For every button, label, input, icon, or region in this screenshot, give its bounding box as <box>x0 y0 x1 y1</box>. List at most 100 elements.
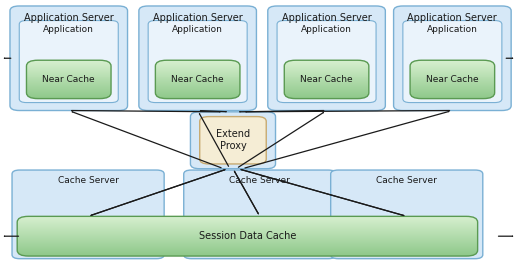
Bar <box>17 248 478 249</box>
Bar <box>17 242 478 243</box>
Bar <box>410 85 495 86</box>
Bar <box>17 227 478 228</box>
Bar <box>156 96 240 98</box>
FancyBboxPatch shape <box>10 6 128 110</box>
Bar <box>17 252 478 253</box>
Bar <box>156 92 240 93</box>
Text: Application Server: Application Server <box>24 13 114 23</box>
Bar <box>26 88 111 89</box>
Bar <box>410 72 495 73</box>
Bar <box>284 73 369 75</box>
Bar <box>410 91 495 92</box>
Bar <box>284 66 369 67</box>
Bar <box>17 233 478 234</box>
Bar <box>410 70 495 71</box>
Bar <box>284 83 369 84</box>
Bar <box>284 70 369 72</box>
Bar <box>410 65 495 66</box>
Bar <box>26 86 111 87</box>
Bar <box>410 97 495 99</box>
Bar <box>410 79 495 80</box>
Text: Application: Application <box>43 25 94 34</box>
Bar <box>284 79 369 80</box>
Bar <box>17 246 478 247</box>
Bar <box>17 254 478 255</box>
Bar <box>410 78 495 80</box>
Bar <box>410 68 495 69</box>
Bar <box>156 66 240 67</box>
Bar <box>26 70 111 71</box>
Bar <box>26 60 111 61</box>
Bar <box>284 77 369 78</box>
Bar <box>284 62 369 63</box>
Bar <box>156 72 240 73</box>
Text: Near Cache: Near Cache <box>426 75 479 84</box>
Bar <box>17 222 478 223</box>
Bar <box>284 70 369 71</box>
Bar <box>284 78 369 80</box>
FancyBboxPatch shape <box>19 20 118 103</box>
Bar <box>17 216 478 217</box>
Bar <box>410 82 495 83</box>
Bar <box>156 60 240 61</box>
Bar <box>410 86 495 87</box>
Bar <box>410 83 495 84</box>
Bar <box>17 230 478 231</box>
Bar <box>156 91 240 92</box>
Bar <box>17 237 478 238</box>
Bar <box>284 86 369 87</box>
Bar <box>410 94 495 95</box>
Bar <box>156 87 240 88</box>
Bar <box>17 239 478 240</box>
Bar <box>284 81 369 82</box>
Bar <box>284 72 369 73</box>
Bar <box>410 61 495 62</box>
Bar <box>26 83 111 84</box>
Bar <box>26 94 111 96</box>
Bar <box>410 69 495 70</box>
Bar <box>284 69 369 70</box>
Bar <box>26 67 111 68</box>
Bar <box>156 63 240 64</box>
Bar <box>17 250 478 251</box>
Bar <box>284 60 369 61</box>
Bar <box>156 82 240 83</box>
Bar <box>284 96 369 98</box>
Bar <box>156 62 240 63</box>
Bar <box>410 87 495 88</box>
Bar <box>284 72 369 74</box>
Bar <box>284 84 369 85</box>
Bar <box>17 240 478 241</box>
Bar <box>156 95 240 97</box>
FancyBboxPatch shape <box>12 170 164 259</box>
Bar <box>156 79 240 80</box>
Bar <box>17 247 478 248</box>
Bar <box>410 80 495 81</box>
Bar <box>284 88 369 89</box>
Bar <box>17 245 478 246</box>
Bar <box>284 67 369 68</box>
Bar <box>410 64 495 65</box>
Bar <box>410 70 495 72</box>
Bar <box>156 80 240 81</box>
Bar <box>26 85 111 86</box>
Bar <box>156 89 240 90</box>
Text: Near Cache: Near Cache <box>171 75 224 84</box>
Bar <box>410 60 495 61</box>
Bar <box>17 232 478 233</box>
Bar <box>26 94 111 95</box>
Bar <box>410 76 495 77</box>
Bar <box>284 92 369 93</box>
Text: Application Server: Application Server <box>282 13 371 23</box>
Bar <box>410 90 495 91</box>
Bar <box>284 82 369 83</box>
Bar <box>410 73 495 75</box>
Bar <box>26 81 111 82</box>
Bar <box>156 86 240 87</box>
Bar <box>26 77 111 78</box>
Bar <box>17 228 478 229</box>
Bar <box>410 74 495 76</box>
Bar <box>26 73 111 75</box>
FancyBboxPatch shape <box>403 20 502 103</box>
Bar <box>26 62 111 63</box>
